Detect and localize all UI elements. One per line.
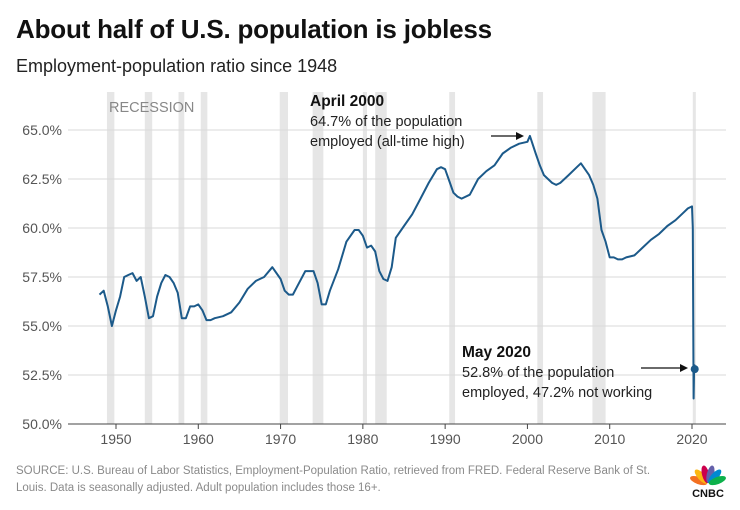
recession-band-6 bbox=[312, 92, 324, 424]
recession-band-5 bbox=[279, 92, 288, 424]
x-tick-label: 2010 bbox=[594, 431, 625, 447]
y-tick-label: 52.5% bbox=[22, 367, 62, 383]
peacock-icon bbox=[690, 465, 726, 486]
cnbc-logo-text: CNBC bbox=[692, 488, 724, 500]
data-point-may-2020 bbox=[690, 365, 699, 374]
peacock-feather bbox=[690, 476, 708, 486]
employment-ratio-chart: RECESSION 50.0% 52.5% 55.0% 57.5% 60.0% 62.5%… bbox=[22, 92, 726, 447]
annotation-arrowhead-trough bbox=[680, 364, 688, 372]
y-tick-label: 60.0% bbox=[22, 220, 62, 236]
recession-band-11 bbox=[592, 92, 606, 424]
gridlines bbox=[68, 129, 726, 425]
recession-band-10 bbox=[537, 92, 544, 424]
recession-band-3 bbox=[178, 92, 185, 424]
annotation-heading-trough: May 2020 bbox=[462, 344, 531, 361]
recession-band-12 bbox=[692, 92, 696, 424]
annotation-line-trough-1: 52.8% of the population bbox=[462, 365, 614, 381]
y-axis: 50.0% 52.5% 55.0% 57.5% 60.0% 62.5% 65.0% bbox=[22, 122, 62, 432]
x-tick-label: 2020 bbox=[676, 431, 707, 447]
x-tick-label: 1970 bbox=[265, 431, 296, 447]
source-note: SOURCE: U.S. Bureau of Labor Statistics,… bbox=[16, 465, 651, 494]
x-tick-label: 1980 bbox=[347, 431, 378, 447]
y-tick-label: 57.5% bbox=[22, 269, 62, 285]
x-tick-label: 1990 bbox=[430, 431, 461, 447]
y-tick-label: 50.0% bbox=[22, 416, 62, 432]
x-tick-label: 2000 bbox=[512, 431, 543, 447]
cnbc-logo: CNBC bbox=[684, 462, 732, 502]
recession-band-4 bbox=[200, 92, 208, 424]
chart-title: About half of U.S. population is jobless bbox=[16, 14, 492, 44]
recession-band-1 bbox=[106, 92, 115, 424]
recession-label: RECESSION bbox=[109, 100, 194, 116]
annotation-line-trough-2: employed, 47.2% not working bbox=[462, 385, 652, 401]
x-axis: 1950 1960 1970 1980 1990 2000 2010 2020 bbox=[68, 423, 726, 447]
recession-band-2 bbox=[144, 92, 153, 424]
annotation-line-peak-2: employed (all-time high) bbox=[310, 134, 465, 150]
recession-band-8 bbox=[375, 92, 387, 424]
series-layer bbox=[98, 134, 699, 400]
annotation-arrowhead-peak bbox=[516, 132, 524, 140]
annotations: April 2000 64.7% of the population emplo… bbox=[310, 93, 688, 401]
x-tick-label: 1950 bbox=[100, 431, 131, 447]
series-line bbox=[98, 134, 696, 400]
x-tick-label: 1960 bbox=[183, 431, 214, 447]
annotation-line-peak-1: 64.7% of the population bbox=[310, 114, 462, 130]
chart-subtitle: Employment-population ratio since 1948 bbox=[16, 56, 338, 76]
peacock-feather bbox=[708, 476, 726, 486]
y-tick-label: 55.0% bbox=[22, 318, 62, 334]
y-tick-label: 65.0% bbox=[22, 122, 62, 138]
y-tick-label: 62.5% bbox=[22, 171, 62, 187]
recession-band-7 bbox=[362, 92, 367, 424]
recession-bands bbox=[106, 92, 696, 424]
recession-band-9 bbox=[449, 92, 456, 424]
annotation-heading-peak: April 2000 bbox=[310, 93, 384, 110]
